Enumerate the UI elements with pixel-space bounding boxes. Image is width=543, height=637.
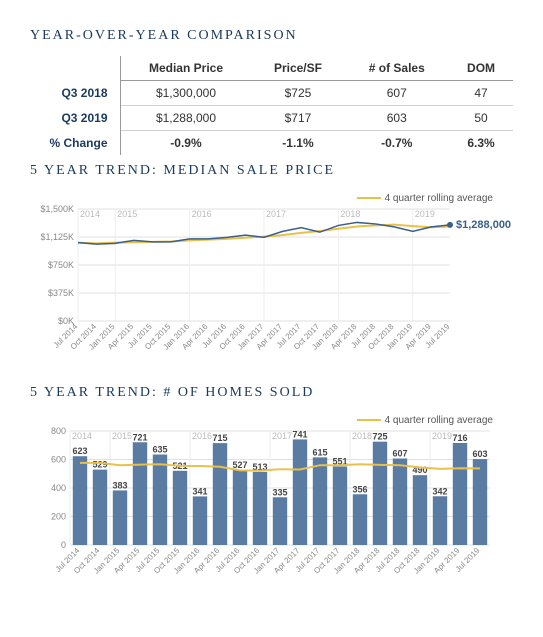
svg-text:529: 529 (92, 460, 107, 470)
svg-text:2015: 2015 (112, 431, 132, 441)
svg-text:615: 615 (312, 447, 327, 457)
yoy-cell: 47 (449, 81, 513, 106)
price-chart: 4 quarter rolling average $0K$375K$750K$… (30, 191, 513, 361)
svg-text:200: 200 (51, 512, 66, 522)
svg-text:600: 600 (51, 455, 66, 465)
svg-text:715: 715 (212, 433, 227, 443)
svg-text:$375K: $375K (48, 288, 74, 298)
svg-text:2018: 2018 (340, 209, 360, 219)
svg-text:356: 356 (352, 484, 367, 494)
yoy-row-label: Q3 2019 (30, 106, 120, 131)
svg-text:623: 623 (72, 446, 87, 456)
svg-text:2019: 2019 (432, 431, 452, 441)
svg-text:400: 400 (51, 483, 66, 493)
yoy-row: % Change-0.9%-1.1%-0.7%6.3% (30, 131, 513, 156)
svg-text:0: 0 (61, 540, 66, 550)
yoy-col-header (30, 56, 120, 81)
price-chart-title: 5 YEAR TREND: MEDIAN SALE PRICE (30, 163, 513, 179)
svg-text:$1,125K: $1,125K (40, 232, 74, 242)
yoy-cell: $717 (251, 106, 344, 131)
svg-text:2017: 2017 (266, 209, 286, 219)
yoy-cell: $1,300,000 (120, 81, 251, 106)
yoy-col-header: DOM (449, 56, 513, 81)
svg-text:$1,500K: $1,500K (40, 204, 74, 214)
yoy-cell: 607 (344, 81, 449, 106)
svg-text:342: 342 (432, 486, 447, 496)
yoy-cell: 6.3% (449, 131, 513, 156)
yoy-cell: $725 (251, 81, 344, 106)
yoy-cell: -0.7% (344, 131, 449, 156)
svg-text:741: 741 (292, 429, 307, 439)
yoy-table: Median PricePrice/SF# of SalesDOM Q3 201… (30, 56, 513, 155)
svg-text:607: 607 (392, 449, 407, 459)
svg-text:716: 716 (452, 433, 467, 443)
svg-text:635: 635 (152, 445, 167, 455)
svg-text:2019: 2019 (415, 209, 435, 219)
svg-text:2016: 2016 (192, 209, 212, 219)
yoy-cell: 603 (344, 106, 449, 131)
yoy-cell: -0.9% (120, 131, 251, 156)
sold-chart-title: 5 YEAR TREND: # OF HOMES SOLD (30, 385, 513, 401)
svg-text:2017: 2017 (272, 431, 292, 441)
yoy-col-header: Median Price (120, 56, 251, 81)
yoy-cell: 50 (449, 106, 513, 131)
yoy-title: YEAR-OVER-YEAR COMPARISON (30, 28, 513, 44)
yoy-cell: -1.1% (251, 131, 344, 156)
yoy-cell: $1,288,000 (120, 106, 251, 131)
svg-text:725: 725 (372, 432, 387, 442)
yoy-col-header: # of Sales (344, 56, 449, 81)
price-legend: 4 quarter rolling average (357, 193, 493, 204)
svg-text:721: 721 (132, 432, 147, 442)
svg-text:2014: 2014 (72, 431, 92, 441)
svg-text:2015: 2015 (117, 209, 137, 219)
svg-text:2018: 2018 (352, 431, 372, 441)
svg-text:2016: 2016 (192, 431, 212, 441)
yoy-row: Q3 2019$1,288,000$71760350 (30, 106, 513, 131)
svg-text:383: 383 (112, 480, 127, 490)
svg-text:341: 341 (192, 486, 207, 496)
yoy-col-header: Price/SF (251, 56, 344, 81)
price-callout: $1,288,000 (456, 219, 511, 231)
svg-text:335: 335 (272, 487, 287, 497)
yoy-row-label: % Change (30, 131, 120, 156)
svg-text:603: 603 (472, 449, 487, 459)
svg-text:$750K: $750K (48, 260, 74, 270)
yoy-row: Q3 2018$1,300,000$72560747 (30, 81, 513, 106)
yoy-row-label: Q3 2018 (30, 81, 120, 106)
sold-chart: 4 quarter rolling average 0 200 400 600 800 2… (30, 413, 513, 593)
svg-text:800: 800 (51, 426, 66, 436)
sold-legend: 4 quarter rolling average (357, 415, 493, 426)
svg-text:2014: 2014 (80, 209, 100, 219)
